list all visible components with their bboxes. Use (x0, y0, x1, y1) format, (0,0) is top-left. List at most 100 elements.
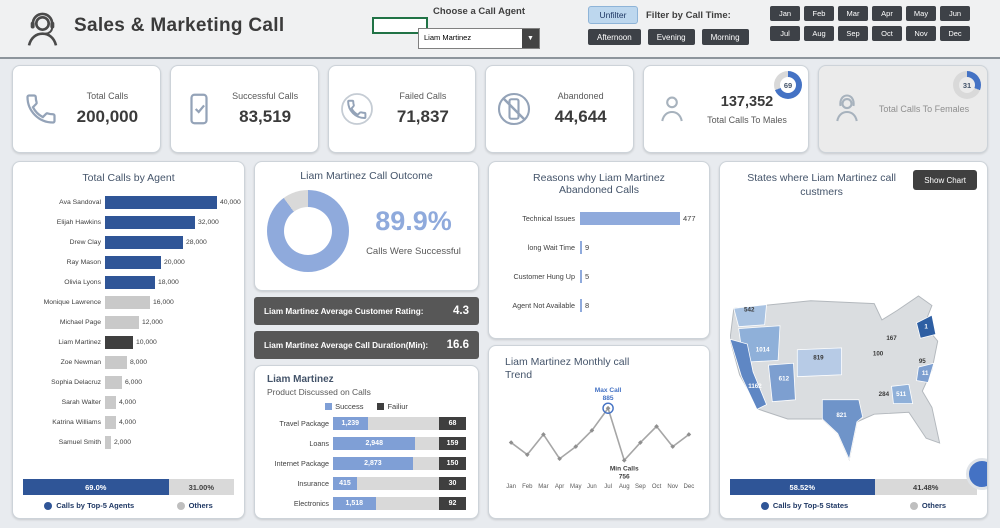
reason-label: long Wait Time (527, 243, 575, 252)
agent-bar-area: 4,000 (105, 395, 234, 409)
monthly-trend-title: Liam Martinez Monthly call Trend (505, 356, 630, 382)
reason-bar (580, 270, 582, 283)
state-value-label: 167 (886, 335, 897, 342)
agent-bar-area: 8,000 (105, 355, 234, 369)
product-failure-badge: 150 (439, 456, 466, 470)
month-button-jan[interactable]: Jan (770, 6, 800, 21)
agent-bar (105, 195, 217, 209)
month-button-may[interactable]: May (906, 6, 936, 21)
product-row: Travel Package 1,239 68 (267, 416, 466, 430)
month-button-apr[interactable]: Apr (872, 6, 902, 21)
month-button-nov[interactable]: Nov (906, 26, 936, 41)
product-success-bar: 1,239 (333, 416, 368, 430)
month-button-sep[interactable]: Sep (838, 26, 868, 41)
max-call-circle (602, 402, 614, 415)
agent-bar (105, 435, 111, 449)
agent-bar (105, 255, 161, 269)
avg-rating-value: 4.3 (453, 305, 469, 317)
month-button-mar[interactable]: Mar (838, 6, 868, 21)
reason-bar-area: 477 (580, 212, 697, 225)
state-value-label: 1014 (756, 347, 770, 354)
state-shape-ca (730, 338, 768, 410)
kpi-card-total-calls-to-males: 137,352 Total Calls To Males 69 (643, 65, 809, 153)
legend-square (377, 403, 385, 410)
reason-bar (580, 212, 680, 225)
kpi-label: Abandoned (557, 91, 604, 101)
product-label: Loans (309, 438, 329, 448)
agent-bar (105, 235, 183, 249)
partial-badge (966, 458, 987, 490)
kpi-gauge-value: 31 (959, 77, 975, 93)
kpi-card-abandoned: Abandoned 44,644 (485, 65, 634, 153)
legend-label: Others (921, 501, 947, 510)
kpi-text: 137,352 Total Calls To Males (696, 94, 798, 125)
agent-bar-area: 28,000 (105, 235, 234, 249)
state-value-label: 821 (836, 412, 847, 419)
products-legend-item: Failiur (377, 402, 408, 411)
state-value-label: 819 (813, 354, 824, 361)
agent-label: Michael Page (59, 318, 101, 326)
agent-label: Sophia Delacruz (51, 378, 101, 386)
month-button-oct[interactable]: Oct (872, 26, 902, 41)
agent-dropdown[interactable]: Liam Martinez ▼ (418, 28, 540, 49)
page-title: Sales & Marketing Call (74, 15, 285, 36)
month-button-aug[interactable]: Aug (804, 26, 834, 41)
states-share-stack-bar: 58.52% 41.48% (730, 479, 977, 495)
kpi-text: Total Calls 200,000 (65, 91, 150, 127)
legend-dot (176, 501, 185, 510)
time-button-morning[interactable]: Morning (701, 29, 749, 45)
time-button-evening[interactable]: Evening (647, 29, 695, 45)
reason-row: Agent Not Available 8 (501, 291, 697, 320)
unfilter-button[interactable]: Unfilter (588, 6, 638, 24)
product-bar-track: 2,873 150 (333, 456, 466, 470)
reason-label: Technical Issues (522, 214, 575, 223)
agent-label: Ray Mason (66, 258, 101, 266)
state-value-label: 95 (919, 358, 926, 365)
max-call-value: 885 (603, 395, 614, 402)
legend-dot (909, 501, 918, 510)
agent-row: Elijah Hawkins 32,000 (23, 212, 234, 232)
kpi-value: 44,644 (554, 107, 607, 126)
products-legend: Success Failiur (267, 402, 466, 411)
trend-month-label: Aug (619, 484, 630, 490)
reason-bar (580, 299, 582, 312)
month-button-feb[interactable]: Feb (804, 6, 834, 21)
month-button-dec[interactable]: Dec (940, 26, 970, 41)
kpi-label: Successful Calls (232, 91, 299, 101)
agent-share-stack-bar: 69.0% 31.00% (23, 479, 234, 495)
agent-label: Katrina Williams (52, 418, 101, 426)
product-row: Loans 2,948 159 (267, 436, 466, 450)
legend-label: Others (188, 501, 213, 510)
trend-month-label: Dec (683, 484, 694, 490)
kpi-gauge-value: 69 (780, 77, 796, 93)
legend-item: Calls by Top-5 States (760, 501, 848, 510)
month-button-jul[interactable]: Jul (770, 26, 800, 41)
show-chart-button[interactable]: Show Chart (913, 170, 977, 190)
agent-bar (105, 315, 139, 329)
column-2: Liam Martinez Call Outcome 89.9% Calls W… (254, 161, 479, 519)
trend-marker (541, 432, 546, 438)
state-shape-ga (891, 384, 914, 405)
time-button-afternoon[interactable]: Afternoon (588, 29, 641, 45)
chevron-down-icon[interactable]: ▼ (522, 29, 539, 48)
phone-success-icon (181, 91, 217, 127)
main-grid: Total Calls by Agent Ava Sandoval 40,000 E… (12, 161, 988, 519)
agent-label: Monique Lawrence (43, 298, 101, 306)
products-legend-item: Success (325, 402, 363, 411)
product-success-bar: 415 (333, 476, 357, 490)
product-row: Internet Package 2,873 150 (267, 456, 466, 470)
trend-month-label: Nov (667, 484, 678, 490)
state-value-label: 1 (924, 324, 928, 331)
selected-cell[interactable] (372, 17, 428, 34)
legend-label: Calls by Top-5 Agents (56, 501, 135, 510)
agent-label: Sarah Walter (61, 398, 101, 406)
month-button-jun[interactable]: Jun (940, 6, 970, 21)
trend-month-label: Jun (587, 484, 597, 490)
avg-rating-bar: Liam Martinez Average Customer Rating: 4… (254, 297, 479, 325)
min-calls-label: Min Calls (610, 466, 639, 473)
trend-month-label: May (570, 484, 582, 490)
avg-duration-value: 16.6 (446, 339, 469, 351)
stack-segment-0: 69.0% (23, 479, 169, 495)
agent-row: Zoe Newman 8,000 (23, 352, 234, 372)
agent-value: 32,000 (198, 218, 219, 226)
